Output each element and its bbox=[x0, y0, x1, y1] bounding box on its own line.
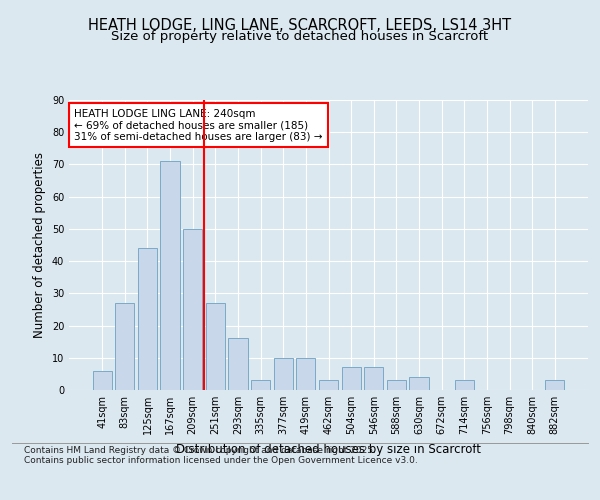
Bar bbox=[341, 368, 361, 390]
Text: Size of property relative to detached houses in Scarcroft: Size of property relative to detached ho… bbox=[112, 30, 488, 43]
Bar bbox=[409, 377, 428, 390]
Bar bbox=[92, 370, 112, 390]
Bar bbox=[183, 229, 202, 390]
Bar bbox=[251, 380, 270, 390]
Bar bbox=[138, 248, 157, 390]
Bar bbox=[455, 380, 474, 390]
Bar bbox=[387, 380, 406, 390]
Bar bbox=[115, 303, 134, 390]
Bar bbox=[319, 380, 338, 390]
Y-axis label: Number of detached properties: Number of detached properties bbox=[33, 152, 46, 338]
Text: Contains HM Land Registry data © Crown copyright and database right 2025.: Contains HM Land Registry data © Crown c… bbox=[24, 446, 376, 455]
Bar bbox=[364, 368, 383, 390]
Bar bbox=[274, 358, 293, 390]
Bar bbox=[160, 161, 180, 390]
Text: HEATH LODGE, LING LANE, SCARCROFT, LEEDS, LS14 3HT: HEATH LODGE, LING LANE, SCARCROFT, LEEDS… bbox=[88, 18, 512, 32]
Bar bbox=[206, 303, 225, 390]
Text: HEATH LODGE LING LANE: 240sqm
← 69% of detached houses are smaller (185)
31% of : HEATH LODGE LING LANE: 240sqm ← 69% of d… bbox=[74, 108, 323, 142]
Bar bbox=[229, 338, 248, 390]
Bar bbox=[296, 358, 316, 390]
X-axis label: Distribution of detached houses by size in Scarcroft: Distribution of detached houses by size … bbox=[176, 442, 481, 456]
Text: Contains public sector information licensed under the Open Government Licence v3: Contains public sector information licen… bbox=[24, 456, 418, 465]
Bar bbox=[545, 380, 565, 390]
